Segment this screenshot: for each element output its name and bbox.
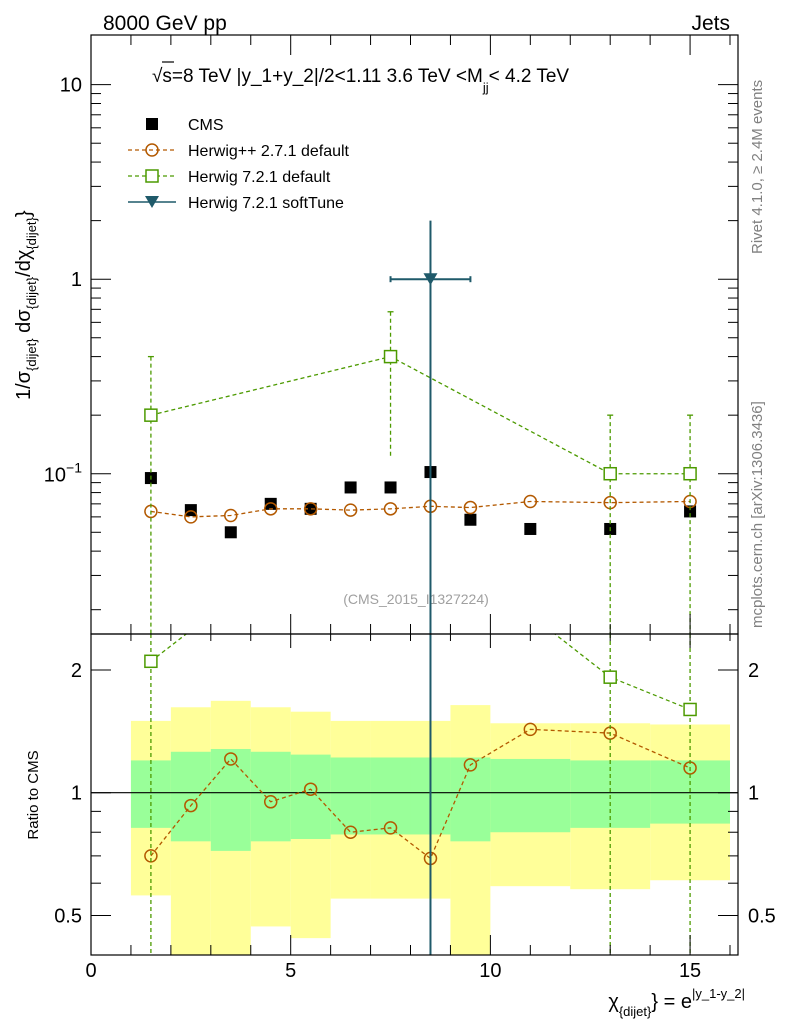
- cms-data-point: [184, 504, 197, 517]
- cms-data-point: [384, 481, 397, 494]
- ratio-y-tick-label: 2: [71, 660, 82, 682]
- green-band-segment: [290, 754, 331, 840]
- cms-data-point: [224, 526, 237, 539]
- legend-softtune-marker: [145, 196, 159, 208]
- ratio-y-axis-label: Ratio to CMS: [25, 750, 42, 839]
- herwig7-point: [383, 349, 398, 364]
- main-y-tick-label: 10−1: [44, 460, 82, 487]
- main-panel-layer: [144, 220, 697, 634]
- ratio-herwigpp-point: [463, 758, 478, 772]
- x-tick-label: 10: [479, 960, 501, 982]
- herwigpp-point: [463, 500, 478, 515]
- main-y-axis-label: 1/σ{dijet} dσ{dijet}/dχ{dijet}}: [13, 210, 39, 400]
- analysis-watermark: (CMS_2015_I1327224): [343, 591, 489, 607]
- legend: CMS Herwig++ 2.7.1 default Herwig 7.2.1 …: [128, 117, 350, 212]
- green-band-segment: [450, 757, 491, 842]
- ratio-y-tick-label-right: 0.5: [748, 905, 776, 927]
- green-band-segment: [170, 751, 211, 842]
- header-right-label: Jets: [691, 12, 730, 35]
- legend-softtune-label: Herwig 7.2.1 softTune: [188, 195, 344, 212]
- ratio-herwigpp-point: [343, 825, 358, 839]
- herwigpp-point: [263, 502, 278, 516]
- axes-layer: 10−1 1 10 0 5 10 15 0.5 0.5 1 1 2 2: [44, 34, 776, 982]
- mcplots-label: mcplots.cern.ch [arXiv:1306.3436]: [749, 401, 766, 628]
- herwigpp-point: [303, 502, 318, 516]
- rivet-version-label: Rivet 4.1.0, ≥ 2.4M events: [749, 80, 766, 254]
- green-band-segment: [210, 748, 251, 851]
- cms-data-point: [464, 513, 477, 526]
- x-axis-label: χ{dijet}} = e|y_1-y_2|: [608, 986, 745, 1019]
- cms-data-point: [304, 502, 317, 515]
- herwigpp-point: [523, 494, 538, 509]
- legend-herwig7-label: Herwig 7.2.1 default: [188, 169, 331, 186]
- cms-data-point: [684, 505, 697, 518]
- legend-herwig7-marker: [145, 169, 159, 183]
- legend-herwigpp-marker: [145, 143, 159, 157]
- softtune-point: [423, 273, 438, 286]
- green-band-segment: [490, 758, 571, 833]
- herwig7-point: [683, 466, 697, 481]
- green-band-segment: [330, 757, 371, 835]
- herwigpp-point: [184, 510, 198, 524]
- ratio-y-tick-label: 1: [71, 783, 82, 805]
- legend-herwigpp-label: Herwig++ 2.7.1 default: [188, 143, 350, 160]
- legend-cms-label: CMS: [188, 117, 224, 134]
- herwigpp-point: [383, 502, 398, 516]
- ratio-frame: [90, 633, 739, 956]
- herwig7-line: [150, 355, 691, 475]
- main-title: √s=8 TeV |y_1+y_2|/2<1.11 3.6 TeV <Mjj< …: [152, 66, 569, 95]
- ratio-herwigpp-point: [184, 798, 198, 813]
- cms-data-point: [264, 497, 277, 510]
- ratio-herwigpp-line: [150, 728, 691, 860]
- ratio-herwigpp-point: [523, 722, 538, 737]
- ratio-y-tick-label-right: 1: [748, 783, 759, 805]
- x-tick-label: 0: [85, 960, 96, 982]
- herwigpp-point: [343, 503, 358, 517]
- x-tick-label: 15: [679, 960, 701, 982]
- ratio-herwig7-point: [144, 654, 158, 669]
- cms-data-point: [524, 522, 537, 535]
- ratio-y-tick-label: 0.5: [54, 905, 82, 927]
- ratio-panel-layer: [91, 634, 738, 955]
- main-y-tick-label: 10: [60, 75, 82, 97]
- herwig7-point: [144, 408, 158, 422]
- ratio-herwigpp-point: [224, 752, 238, 766]
- ratio-herwigpp-point: [303, 782, 318, 796]
- green-band-segment: [250, 751, 291, 842]
- herwig7-point: [603, 466, 617, 481]
- ratio-herwigpp-point: [263, 795, 278, 809]
- main-y-tick-label: 1: [71, 269, 82, 291]
- cms-data-point: [344, 481, 357, 494]
- green-band-segment: [370, 757, 411, 835]
- ratio-herwig7-line: [150, 634, 691, 711]
- header-left-label: 8000 GeV pp: [103, 12, 227, 35]
- ratio-y-tick-label-right: 2: [748, 660, 759, 682]
- ratio-herwigpp-point: [383, 821, 398, 835]
- legend-cms-marker: [146, 118, 158, 130]
- x-tick-label: 5: [285, 960, 296, 982]
- ratio-herwig7-point: [603, 670, 617, 684]
- ratio-herwig7-point: [683, 702, 697, 717]
- herwigpp-point: [224, 508, 238, 523]
